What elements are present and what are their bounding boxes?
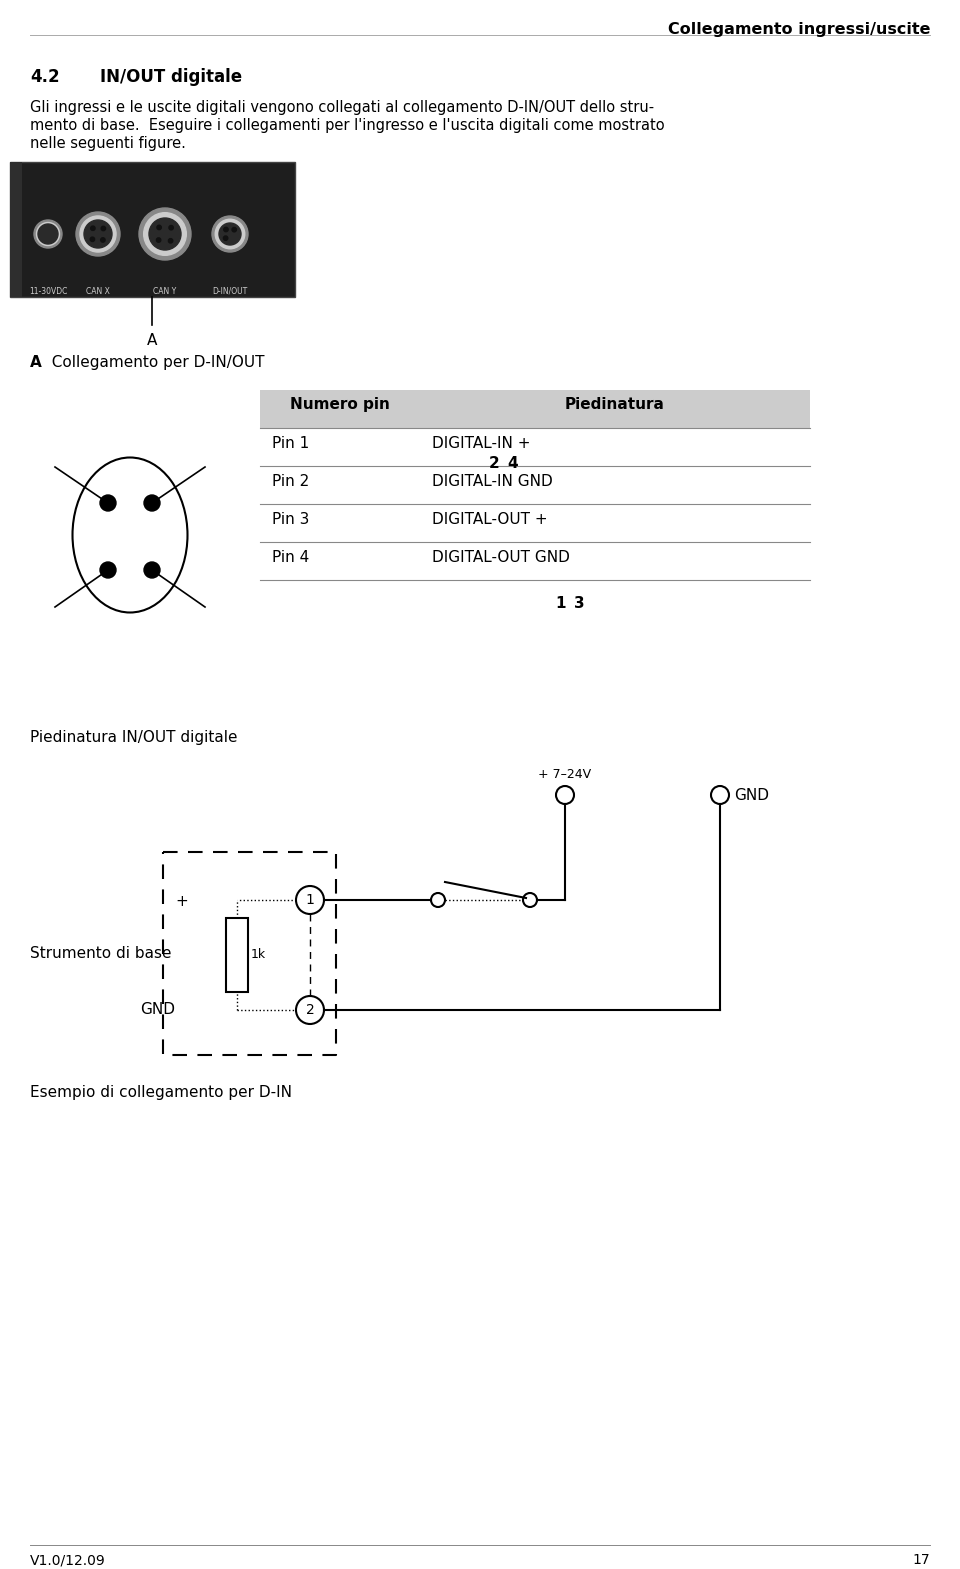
Circle shape xyxy=(156,238,161,242)
Circle shape xyxy=(156,226,161,229)
Text: GND: GND xyxy=(734,788,769,802)
Circle shape xyxy=(101,238,105,242)
Circle shape xyxy=(168,238,173,243)
Text: 11-30VDC: 11-30VDC xyxy=(29,287,67,297)
Text: 1k: 1k xyxy=(251,949,266,962)
Text: Numero pin: Numero pin xyxy=(290,397,390,413)
Text: 2: 2 xyxy=(489,455,499,471)
Text: CAN X: CAN X xyxy=(86,287,110,297)
Text: Esempio di collegamento per D-IN: Esempio di collegamento per D-IN xyxy=(30,1086,292,1100)
Text: 1: 1 xyxy=(556,596,566,610)
Text: nelle seguenti figure.: nelle seguenti figure. xyxy=(30,137,186,151)
Circle shape xyxy=(149,218,181,249)
Text: 4.2: 4.2 xyxy=(30,67,60,86)
Circle shape xyxy=(215,220,245,249)
Text: Pin 2: Pin 2 xyxy=(272,474,309,490)
Circle shape xyxy=(80,217,116,253)
FancyBboxPatch shape xyxy=(10,162,22,297)
Circle shape xyxy=(100,562,116,577)
Text: V1.0/12.09: V1.0/12.09 xyxy=(30,1553,106,1567)
Text: Pin 1: Pin 1 xyxy=(272,436,309,450)
Text: Pin 4: Pin 4 xyxy=(272,551,309,565)
Text: Piedinatura IN/OUT digitale: Piedinatura IN/OUT digitale xyxy=(30,730,237,745)
Text: Pin 3: Pin 3 xyxy=(272,511,309,527)
Text: 4: 4 xyxy=(507,455,517,471)
Text: A: A xyxy=(147,333,157,348)
Circle shape xyxy=(232,228,236,232)
Circle shape xyxy=(169,226,174,231)
Circle shape xyxy=(36,223,60,245)
Text: A: A xyxy=(30,355,41,370)
Circle shape xyxy=(212,217,248,253)
Text: Piedinatura: Piedinatura xyxy=(565,397,665,413)
Circle shape xyxy=(139,209,191,260)
FancyBboxPatch shape xyxy=(260,391,810,428)
Text: DIGITAL-IN GND: DIGITAL-IN GND xyxy=(432,474,553,490)
Circle shape xyxy=(90,237,95,242)
Text: D-IN/OUT: D-IN/OUT xyxy=(212,287,248,297)
Circle shape xyxy=(84,220,112,248)
Text: DIGITAL-IN +: DIGITAL-IN + xyxy=(432,436,531,450)
Text: IN/OUT digitale: IN/OUT digitale xyxy=(100,67,242,86)
Text: DIGITAL-OUT +: DIGITAL-OUT + xyxy=(432,511,547,527)
Text: GND: GND xyxy=(140,1003,175,1018)
Text: 17: 17 xyxy=(912,1553,930,1567)
Text: +: + xyxy=(175,893,188,908)
Circle shape xyxy=(100,494,116,511)
Circle shape xyxy=(144,494,160,511)
Text: + 7–24V: + 7–24V xyxy=(539,767,591,781)
Circle shape xyxy=(219,223,241,245)
FancyBboxPatch shape xyxy=(10,162,295,297)
Circle shape xyxy=(101,226,106,231)
Text: CAN Y: CAN Y xyxy=(154,287,177,297)
Circle shape xyxy=(76,212,120,256)
Text: 1: 1 xyxy=(305,893,315,907)
Text: mento di base.  Eseguire i collegamenti per l'ingresso e l'uscita digitali come : mento di base. Eseguire i collegamenti p… xyxy=(30,118,664,133)
Text: 2: 2 xyxy=(305,1003,314,1017)
Text: Gli ingressi e le uscite digitali vengono collegati al collegamento D-IN/OUT del: Gli ingressi e le uscite digitali vengon… xyxy=(30,100,654,115)
Text: 3: 3 xyxy=(574,596,585,610)
Circle shape xyxy=(34,220,62,248)
Circle shape xyxy=(90,226,95,231)
Circle shape xyxy=(224,235,228,240)
Text: Collegamento ingressi/uscite: Collegamento ingressi/uscite xyxy=(667,22,930,38)
Text: Strumento di base: Strumento di base xyxy=(30,946,172,960)
Text: Collegamento per D-IN/OUT: Collegamento per D-IN/OUT xyxy=(42,355,265,370)
Text: DIGITAL-OUT GND: DIGITAL-OUT GND xyxy=(432,551,570,565)
Circle shape xyxy=(144,213,186,256)
Circle shape xyxy=(224,228,228,232)
Circle shape xyxy=(38,224,58,245)
Circle shape xyxy=(144,562,160,577)
FancyBboxPatch shape xyxy=(226,918,248,992)
